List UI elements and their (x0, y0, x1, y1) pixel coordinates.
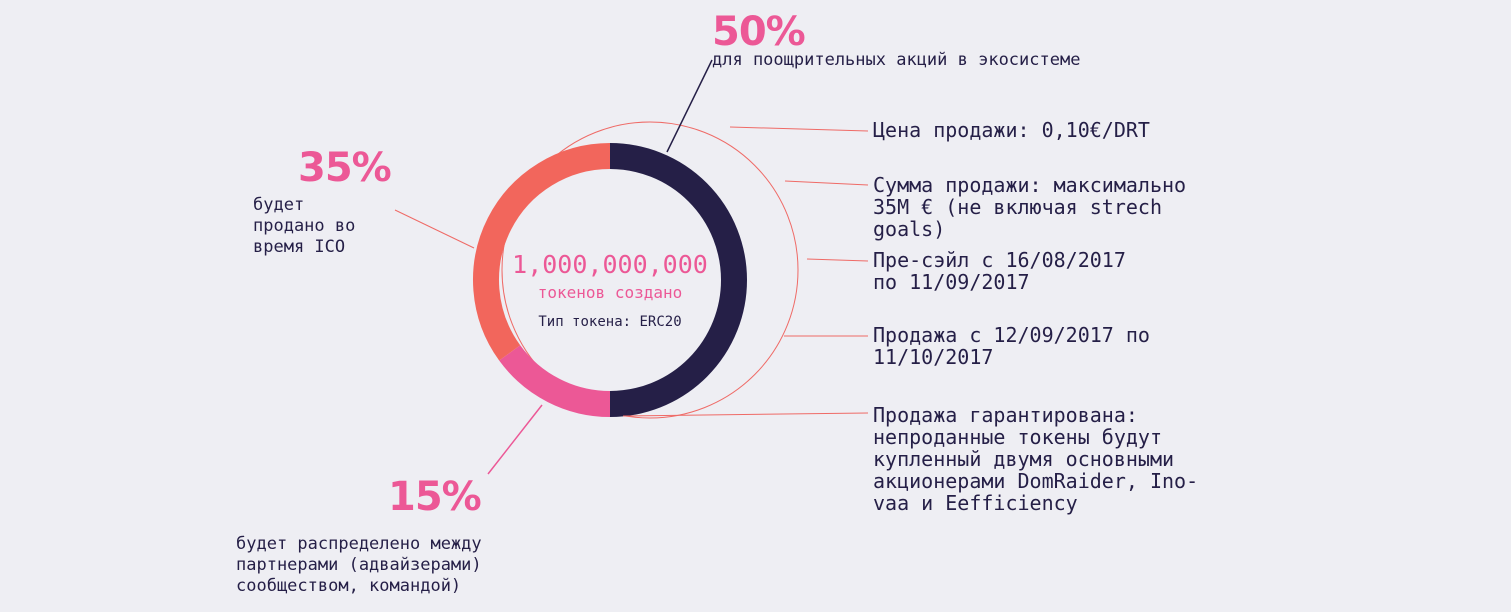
info-sale-dates: Продажа с 12/09/2017 по 11/10/2017 (873, 323, 1150, 369)
tokens-created-label: токенов создано (537, 283, 683, 302)
leader-line-15 (487, 404, 543, 475)
slice-desc-35: будет продано во время ICO (253, 195, 356, 257)
slice-label-35: 35% (298, 145, 392, 191)
donut-slice-35 (473, 143, 611, 361)
leader-line-50 (666, 59, 713, 153)
token-type: Тип токена: ERC20 (538, 314, 682, 330)
info-sale-price: Цена продажи: 0,10€/DRT (873, 118, 1150, 142)
leader-line-35 (394, 209, 475, 249)
info-sale-amount: Сумма продажи: максимально 35M € (не вкл… (873, 173, 1187, 241)
slice-desc-15: будет распределено между партнерами (адв… (236, 534, 482, 596)
info-line-1 (729, 126, 869, 132)
info-line-3 (806, 258, 869, 262)
slice-label-15: 15% (388, 474, 482, 520)
outer-ring (501, 121, 799, 419)
info-sale-guarantee: Продажа гарантирована: непроданные токен… (873, 403, 1199, 515)
info-line-5 (622, 412, 869, 417)
slice-desc-50: для поощрительных акций в экосистеме (712, 50, 1081, 70)
slice-label-50: 50% (712, 9, 806, 55)
info-line-2 (784, 180, 869, 186)
total-tokens: 1,000,000,000 (512, 250, 708, 279)
donut-slice-50 (609, 143, 747, 417)
donut-slice-15 (499, 344, 611, 417)
info-presale-dates: Пре-сэйл с 16/08/2017 по 11/09/2017 (873, 248, 1126, 294)
